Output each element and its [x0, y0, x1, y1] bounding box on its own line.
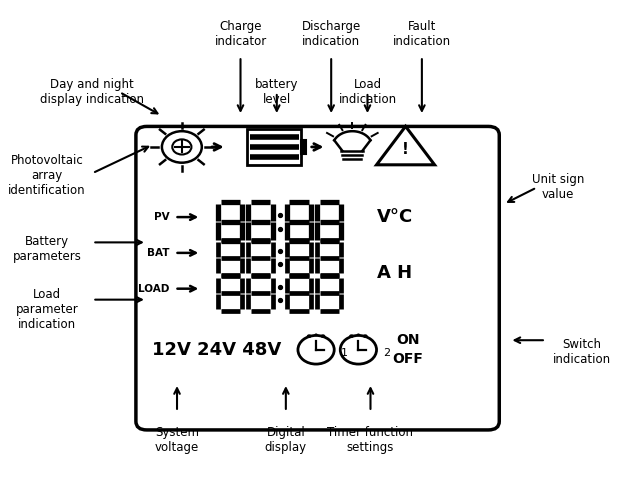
Text: Charge
indicator: Charge indicator: [215, 21, 267, 48]
Text: 12V 24V 48V: 12V 24V 48V: [152, 341, 281, 359]
Text: Load
indication: Load indication: [339, 78, 397, 106]
Text: Digital
display: Digital display: [265, 426, 307, 454]
FancyBboxPatch shape: [136, 126, 499, 430]
Circle shape: [307, 334, 311, 338]
Circle shape: [321, 334, 326, 338]
Text: V°C: V°C: [376, 208, 413, 226]
Circle shape: [356, 334, 360, 336]
Text: ON: ON: [396, 333, 420, 347]
Text: Day and night
display indication: Day and night display indication: [40, 78, 144, 106]
Circle shape: [363, 334, 368, 338]
Text: A H: A H: [376, 264, 412, 282]
Text: Fault
indication: Fault indication: [393, 21, 451, 48]
Circle shape: [314, 334, 317, 336]
Text: 1: 1: [340, 348, 348, 359]
Text: battery
level: battery level: [255, 78, 298, 106]
Text: OFF: OFF: [392, 352, 423, 366]
FancyBboxPatch shape: [247, 129, 301, 165]
Text: Unit sign
value: Unit sign value: [532, 173, 584, 201]
Text: LOAD: LOAD: [138, 284, 170, 294]
FancyBboxPatch shape: [301, 140, 306, 154]
Text: Photovoltaic
array
identification: Photovoltaic array identification: [8, 154, 86, 197]
Text: 2: 2: [383, 348, 390, 359]
Circle shape: [349, 334, 354, 338]
Text: Battery
parameters: Battery parameters: [12, 235, 81, 263]
Text: Load
parameter
indication: Load parameter indication: [16, 288, 78, 331]
Text: BAT: BAT: [148, 248, 170, 258]
Text: Switch
indication: Switch indication: [553, 338, 611, 366]
Text: Discharge
indication: Discharge indication: [301, 21, 361, 48]
Text: PV: PV: [154, 212, 170, 222]
Text: !: !: [402, 142, 409, 157]
Text: System
voltage: System voltage: [155, 426, 199, 454]
Text: Timer function
settings: Timer function settings: [327, 426, 414, 454]
